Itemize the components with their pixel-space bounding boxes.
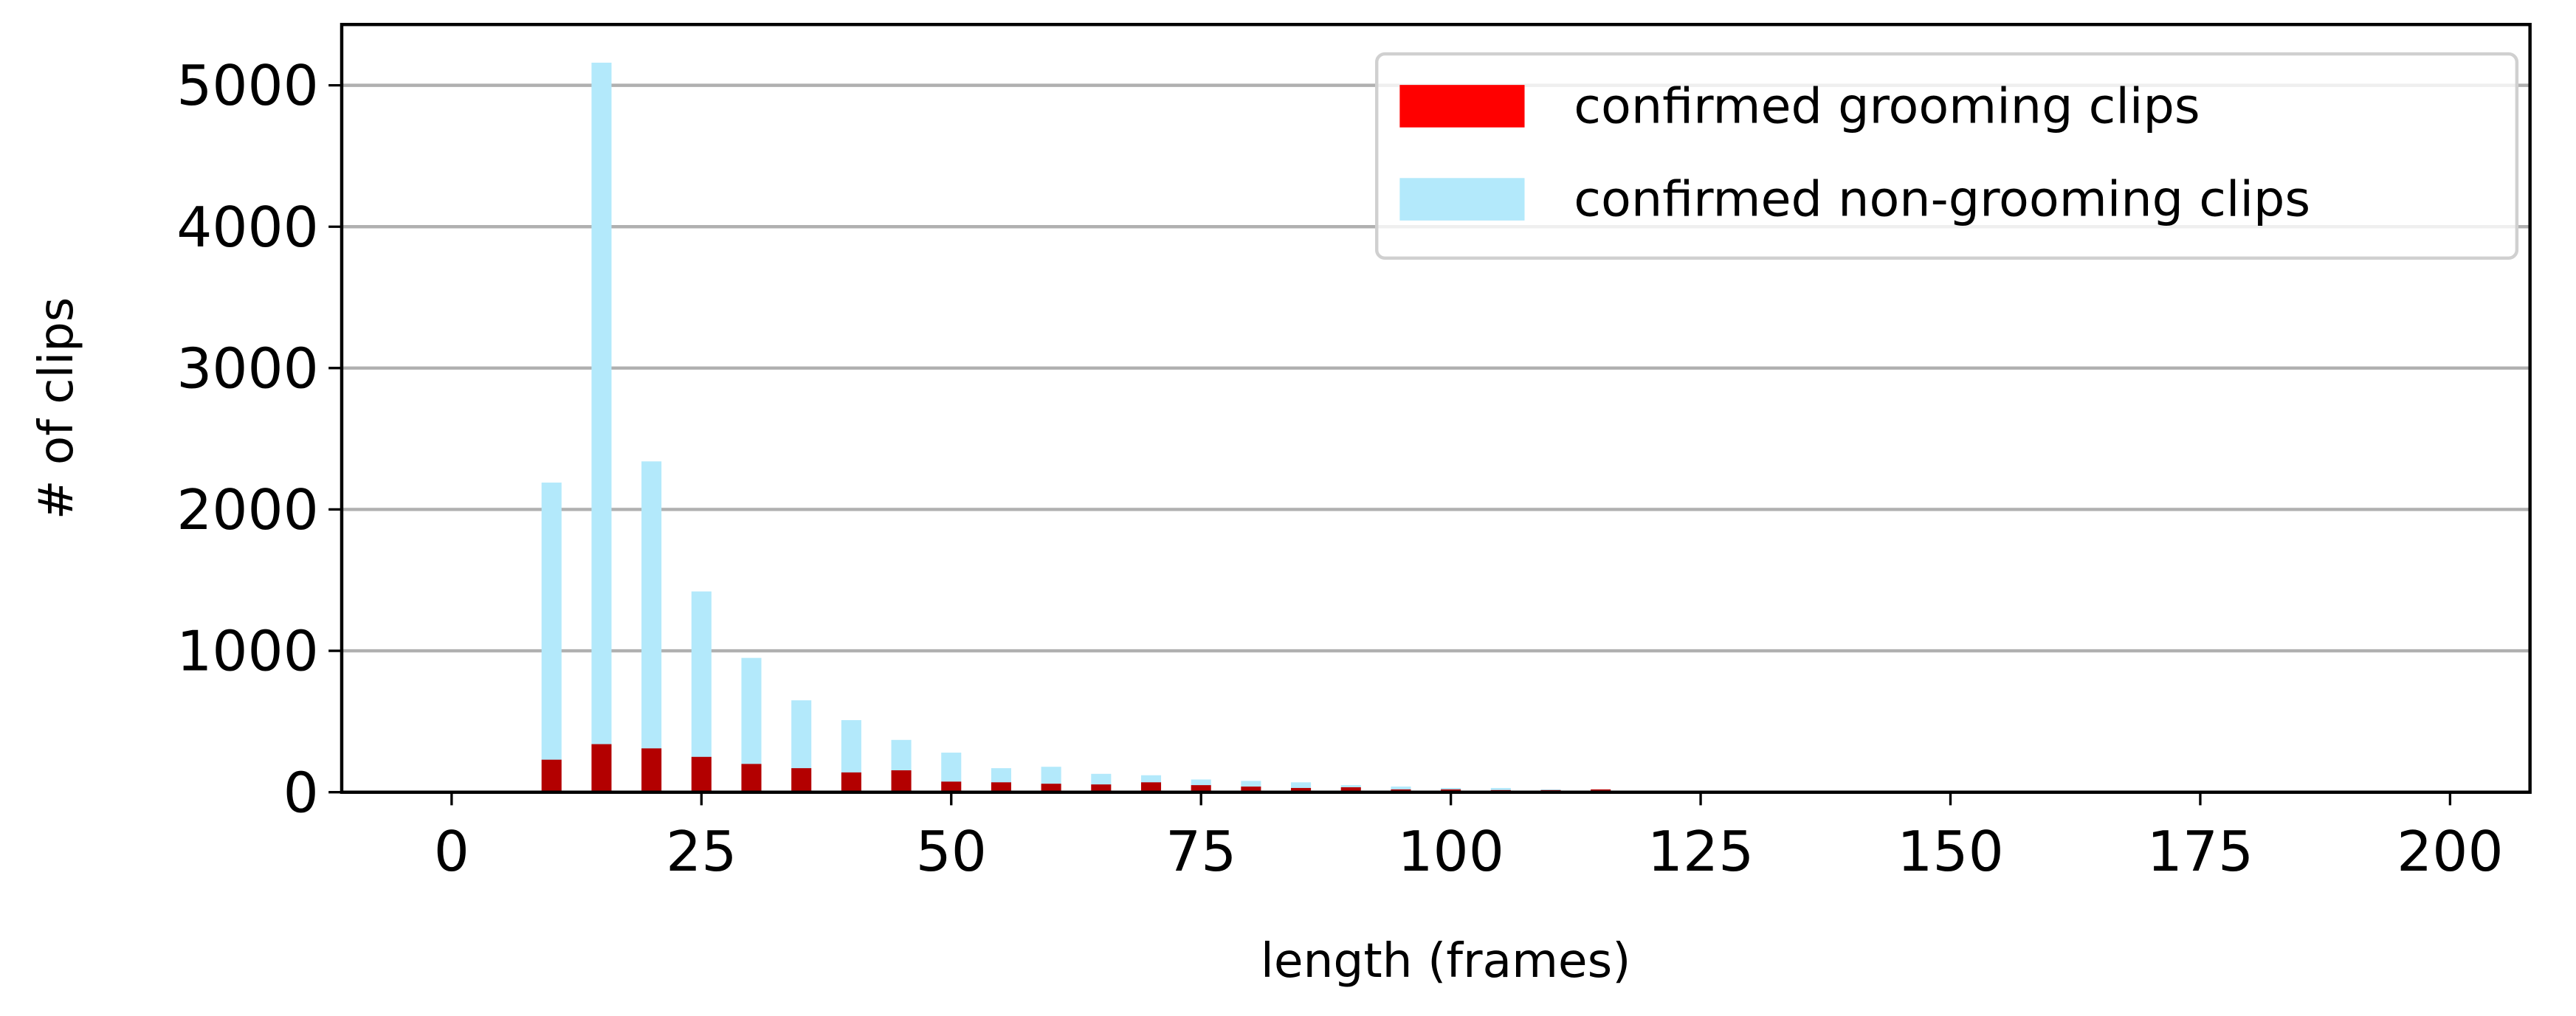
bar: [591, 744, 612, 792]
y-tick-label: 1000: [176, 619, 319, 684]
x-tick-label: 100: [1397, 819, 1504, 884]
x-tick-label: 125: [1647, 819, 1754, 884]
bar: [1091, 784, 1112, 792]
x-tick-label: 150: [1897, 819, 2003, 884]
x-tick-label: 0: [434, 819, 469, 884]
legend: confirmed grooming clips confirmed non-gr…: [1374, 52, 2519, 260]
bars: [541, 62, 1611, 792]
y-tick-label: 4000: [176, 195, 319, 260]
bar: [991, 782, 1011, 792]
legend-label: confirmed non-grooming clips: [1574, 170, 2310, 228]
bar: [1340, 787, 1361, 792]
axes: 0 1000 2000 3000 4000 5000 0 25 50 75 100 125 150 175…: [176, 22, 2532, 884]
legend-swatch: [1399, 85, 1525, 128]
y-axis-label: # of clips: [29, 297, 84, 520]
bar: [641, 461, 662, 792]
y-tick-label: 2000: [176, 477, 319, 542]
x-axis-label: length (frames): [1261, 933, 1631, 989]
bar: [641, 748, 662, 792]
x-tick-label: 75: [1165, 819, 1236, 884]
bar: [1291, 787, 1312, 792]
bar: [891, 770, 912, 792]
y-tick-label: 5000: [176, 53, 319, 118]
bar: [541, 759, 562, 792]
x-tick-label: 200: [2397, 819, 2503, 884]
legend-swatch: [1399, 178, 1525, 221]
bar: [541, 483, 562, 792]
x-tick-label: 50: [916, 819, 987, 884]
plot-frame: [340, 22, 2532, 794]
bar: [741, 764, 762, 792]
legend-box: [1374, 52, 2519, 260]
bar: [1140, 782, 1162, 792]
bar: [691, 756, 712, 792]
legend-label: confirmed grooming clips: [1574, 77, 2200, 135]
bar: [1191, 785, 1211, 792]
y-tick-label: 0: [283, 760, 319, 825]
x-tick-label: 25: [666, 819, 737, 884]
bar: [791, 768, 812, 792]
x-tick-label: 175: [2147, 819, 2253, 884]
bar: [591, 62, 612, 792]
bar: [941, 781, 962, 792]
bar: [1241, 787, 1261, 792]
bar: [1041, 784, 1061, 792]
bar: [841, 772, 861, 792]
y-tick-label: 3000: [176, 336, 319, 401]
